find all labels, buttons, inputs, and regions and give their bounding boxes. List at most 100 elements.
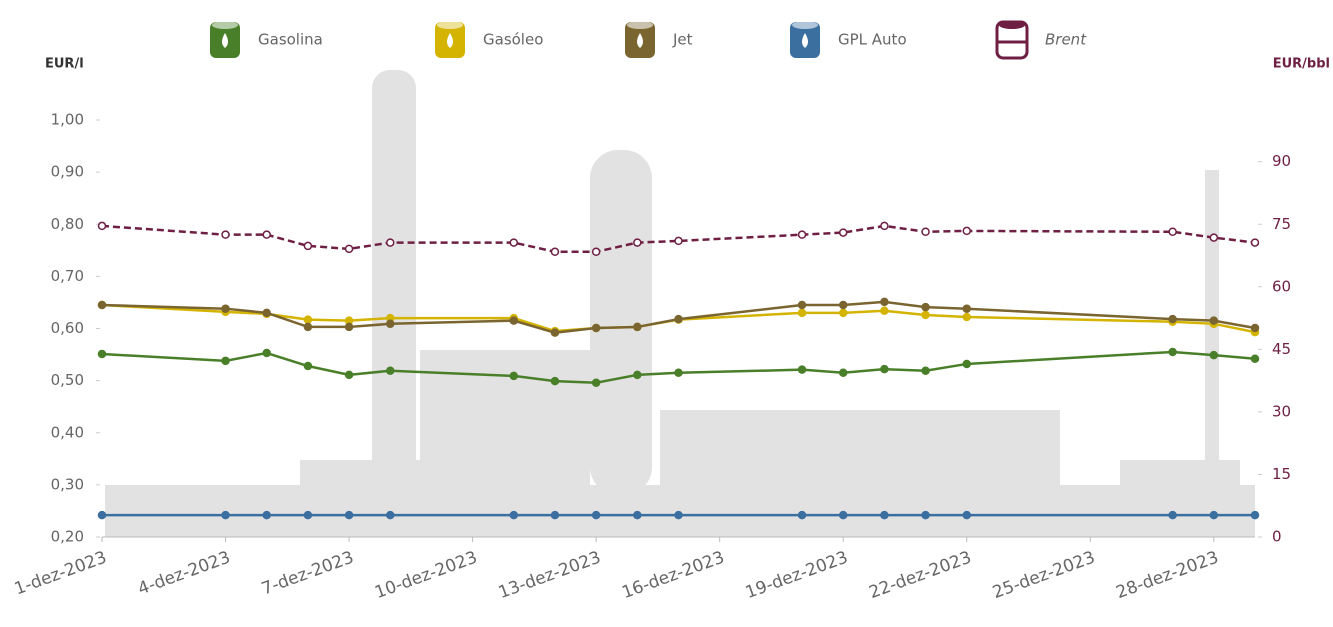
data-point <box>633 370 642 380</box>
legend-item: Gasolina <box>210 21 323 58</box>
y2-tick-label: 30 <box>1272 402 1291 420</box>
data-point <box>221 356 230 366</box>
data-point <box>591 323 601 333</box>
data-point <box>880 297 889 307</box>
barrel-top <box>212 21 238 29</box>
legend-item: Jet <box>625 21 693 58</box>
data-point <box>303 322 313 332</box>
data-point <box>591 378 601 387</box>
data-point <box>962 510 971 520</box>
data-point <box>550 328 560 337</box>
data-point <box>880 510 889 520</box>
data-point <box>1250 354 1260 363</box>
data-point <box>1209 350 1219 360</box>
legend-label: GPL Auto <box>838 31 907 49</box>
data-point <box>838 368 848 378</box>
data-point <box>386 366 395 375</box>
data-point <box>921 366 930 375</box>
barrel-drop <box>637 33 643 48</box>
x-tick-label: 7-dez-2023 <box>259 548 357 600</box>
data-point <box>221 230 230 239</box>
data-point <box>838 308 848 318</box>
data-point <box>344 370 354 380</box>
data-point <box>221 510 230 520</box>
data-point <box>97 349 107 359</box>
data-point <box>797 365 807 374</box>
y2-tick-label: 15 <box>1272 465 1291 483</box>
legend-item: Gasóleo <box>435 21 543 58</box>
x-tick-label: 22-dez-2023 <box>866 548 974 604</box>
data-point <box>962 312 971 322</box>
data-point <box>591 247 601 257</box>
data-point <box>262 308 271 318</box>
x-tick-label: 1-dez-2023 <box>12 548 110 600</box>
y-tick-label: 0,20 <box>51 528 84 546</box>
data-point <box>262 348 271 358</box>
data-point <box>880 221 889 231</box>
data-point <box>797 308 807 318</box>
y2-axis-label: EUR/bbl <box>1273 57 1330 72</box>
data-point <box>591 510 601 520</box>
background-refinery <box>105 70 1255 537</box>
data-point <box>674 314 683 324</box>
data-point <box>262 510 271 520</box>
data-point <box>674 368 683 378</box>
data-point <box>303 361 313 371</box>
data-point <box>550 510 560 520</box>
data-point <box>797 300 807 310</box>
data-point <box>962 304 971 313</box>
data-point <box>97 510 107 520</box>
data-point <box>1209 233 1219 242</box>
data-point <box>386 510 395 520</box>
data-point <box>633 510 642 520</box>
data-point <box>1168 227 1177 237</box>
legend-label: Brent <box>1045 31 1087 49</box>
legend-item: GPL Auto <box>790 21 907 58</box>
data-point <box>1209 510 1219 520</box>
data-point <box>509 316 519 325</box>
legend-label: Jet <box>672 31 693 49</box>
data-point <box>674 236 683 246</box>
data-point <box>509 510 519 520</box>
data-point <box>921 310 930 320</box>
data-point <box>1168 347 1177 357</box>
barrel-top <box>627 21 653 29</box>
x-tick-label: 13-dez-2023 <box>496 548 604 604</box>
data-point <box>550 247 560 257</box>
y-axis-label: EUR/l <box>45 57 84 72</box>
data-point <box>344 244 354 254</box>
x-tick-label: 16-dez-2023 <box>619 548 727 604</box>
y2-tick-label: 0 <box>1272 528 1282 546</box>
barrel-top <box>999 21 1025 29</box>
data-point <box>921 227 930 237</box>
data-point <box>921 510 930 520</box>
x-tick-label: 28-dez-2023 <box>1114 548 1222 604</box>
legend-label: Gasolina <box>258 31 323 49</box>
x-tick-label: 10-dez-2023 <box>372 548 480 604</box>
y2-tick-label: 90 <box>1272 152 1291 170</box>
y-tick-label: 0,80 <box>51 215 84 233</box>
y-tick-label: 0,50 <box>51 371 84 389</box>
data-point <box>880 306 889 316</box>
data-point <box>262 230 271 239</box>
data-point <box>97 221 107 231</box>
y2-tick-label: 75 <box>1272 215 1291 233</box>
y2-tick-label: 60 <box>1272 277 1291 295</box>
barrel-drop <box>222 33 228 48</box>
data-point <box>797 510 807 520</box>
data-point <box>221 304 230 313</box>
data-point <box>838 228 848 237</box>
data-point <box>1209 316 1219 325</box>
data-point <box>509 371 519 381</box>
y-tick-label: 0,30 <box>51 475 84 493</box>
data-point <box>962 359 971 369</box>
data-point <box>880 364 889 374</box>
x-tick-label: 4-dez-2023 <box>135 548 233 600</box>
data-point <box>838 300 848 310</box>
series-line <box>101 350 1256 384</box>
data-point <box>962 226 971 236</box>
data-point <box>303 315 313 324</box>
barrel-drop <box>447 33 453 48</box>
